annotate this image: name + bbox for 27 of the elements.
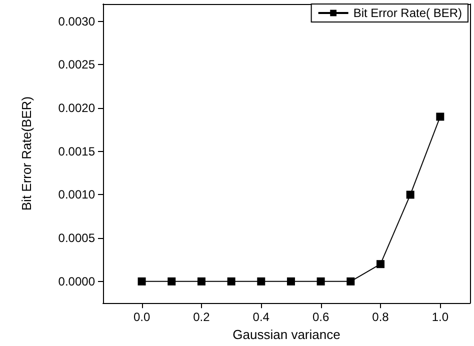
y-tick-label: 0.0020	[58, 101, 96, 116]
point	[376, 260, 384, 268]
y-tick-label: 0.0025	[58, 58, 96, 72]
point	[406, 190, 414, 199]
y-tick-label: 0.0015	[58, 144, 96, 158]
x-tick-label: 0.6	[312, 310, 330, 324]
legend-label: Bit Error Rate( BER)	[353, 6, 462, 20]
point	[316, 277, 325, 286]
point	[346, 277, 355, 286]
x-tick-label: 0.4	[252, 310, 270, 324]
point	[227, 277, 236, 286]
y-tick-label: 0.0005	[58, 231, 96, 246]
y-tick-label: 0.0000	[58, 274, 96, 288]
point	[138, 277, 146, 286]
point	[436, 112, 444, 121]
y-tick-label: 0.0010	[58, 188, 96, 202]
point	[168, 277, 176, 286]
x-tick-label: 0.8	[372, 310, 390, 324]
x-tick-label: 1.0	[432, 310, 449, 324]
x-tick-label: 0.0	[133, 310, 150, 324]
x-axis-title: Gaussian variance	[232, 327, 340, 342]
point	[197, 277, 206, 286]
y-axis-title: Bit Error Rate(BER)	[19, 96, 34, 211]
x-tick-label: 0.2	[193, 310, 210, 324]
point	[286, 277, 295, 286]
point	[257, 277, 266, 286]
y-tick-label: 0.0030	[58, 14, 96, 28]
